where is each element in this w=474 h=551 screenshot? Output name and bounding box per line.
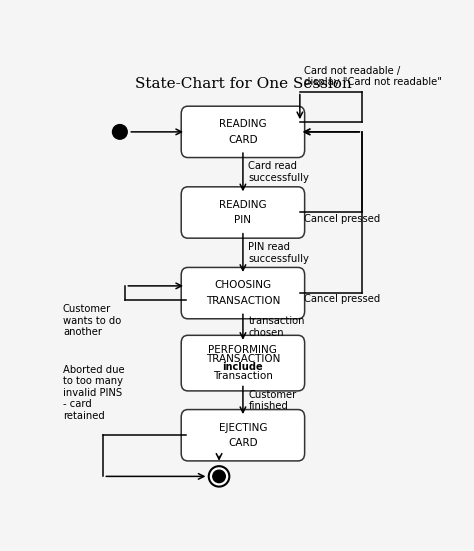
Text: Cancel pressed: Cancel pressed: [303, 214, 380, 224]
FancyBboxPatch shape: [181, 106, 305, 158]
Text: PIN read
successfully: PIN read successfully: [248, 242, 310, 263]
FancyBboxPatch shape: [181, 187, 305, 238]
Text: PERFORMING: PERFORMING: [209, 345, 277, 355]
Text: CARD: CARD: [228, 438, 258, 448]
Text: TRANSACTION: TRANSACTION: [206, 354, 280, 364]
Text: CHOOSING: CHOOSING: [214, 280, 272, 290]
Text: include: include: [223, 363, 263, 372]
Text: State-Chart for One Session: State-Chart for One Session: [135, 77, 351, 91]
Text: Customer
wants to do
another: Customer wants to do another: [63, 304, 121, 337]
Text: CARD: CARD: [228, 134, 258, 144]
Text: Customer
finished: Customer finished: [248, 390, 297, 411]
Text: Cancel pressed: Cancel pressed: [303, 294, 380, 305]
Text: EJECTING: EJECTING: [219, 423, 267, 433]
FancyBboxPatch shape: [181, 267, 305, 319]
Ellipse shape: [209, 466, 229, 487]
FancyBboxPatch shape: [181, 336, 305, 391]
Text: TRANSACTION: TRANSACTION: [206, 296, 280, 306]
Text: Card read
successfully: Card read successfully: [248, 161, 310, 183]
FancyBboxPatch shape: [181, 409, 305, 461]
Text: READING: READING: [219, 200, 267, 210]
Text: Transaction: Transaction: [213, 371, 273, 381]
Text: Aborted due
to too many
invalid PINS
- card
retained: Aborted due to too many invalid PINS - c…: [63, 365, 125, 421]
Text: READING: READING: [219, 119, 267, 129]
Ellipse shape: [112, 125, 127, 139]
Ellipse shape: [213, 470, 225, 483]
Text: Card not readable /
display "Card not readable": Card not readable / display "Card not re…: [303, 66, 442, 88]
Text: PIN: PIN: [235, 215, 251, 225]
Text: transaction
chosen: transaction chosen: [248, 316, 305, 338]
